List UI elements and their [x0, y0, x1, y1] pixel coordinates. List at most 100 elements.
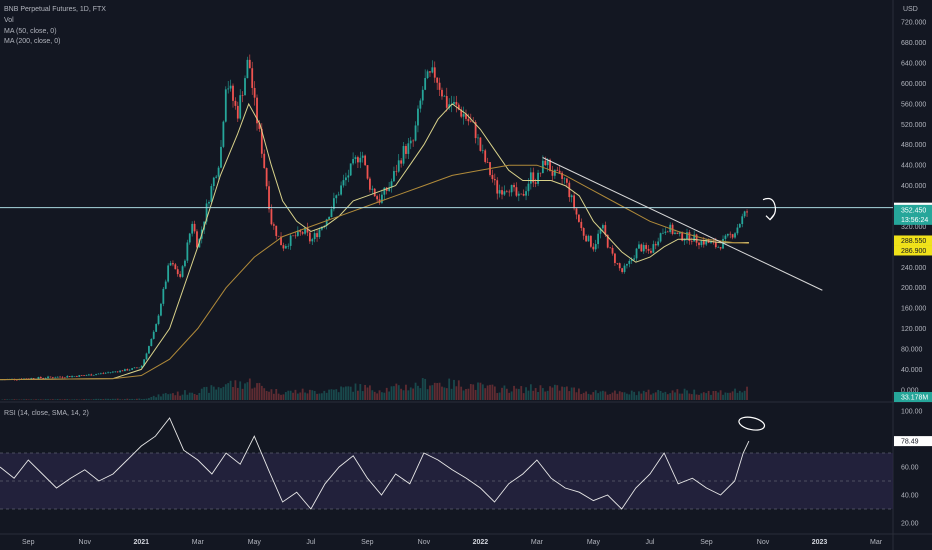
volume-bar — [111, 398, 114, 400]
candle-body — [301, 232, 304, 234]
volume-bar — [51, 399, 54, 400]
ma50-tag-bg — [894, 235, 932, 246]
volume-bar — [128, 398, 131, 400]
candle-body — [109, 372, 112, 373]
volume-bar — [563, 387, 566, 400]
candle-body — [532, 172, 535, 183]
volume-bar — [469, 384, 472, 400]
candle-body — [486, 161, 489, 163]
candle-body — [597, 233, 600, 245]
volume-bar — [54, 399, 57, 400]
candle-body — [239, 95, 242, 119]
time-tick-label: Nov — [757, 539, 770, 546]
volume-bar — [426, 389, 429, 400]
last-price-tag: 352.450 — [901, 207, 926, 214]
volume-bar — [599, 391, 602, 400]
candle-body — [371, 188, 374, 190]
candle-body — [546, 159, 549, 166]
volume-bar — [568, 391, 571, 400]
rsi-tick-label: 40.00 — [901, 493, 919, 500]
candle-body — [443, 96, 446, 97]
candle-body — [208, 202, 210, 204]
volume-bar — [417, 385, 419, 400]
volume-bar — [357, 390, 359, 400]
volume-bar — [316, 393, 318, 400]
volume-bar — [222, 386, 225, 400]
ma50-line — [0, 102, 749, 381]
volume-bar — [162, 393, 165, 400]
ma200-tag: 286.900 — [901, 248, 926, 255]
volume-bar — [635, 395, 638, 400]
candle-body — [705, 239, 708, 245]
volume-bar — [467, 388, 470, 400]
volume-bar — [203, 387, 206, 400]
volume-bar — [438, 382, 441, 400]
volume-bar — [662, 392, 664, 400]
time-tick-label: Sep — [22, 539, 35, 546]
candle-body — [210, 186, 213, 203]
volume-bar — [712, 391, 715, 400]
volume-tag: 33.178M — [901, 395, 928, 402]
candle-body — [193, 223, 196, 232]
volume-bar — [409, 387, 412, 400]
candle-body — [83, 375, 85, 377]
candle-body — [455, 101, 458, 105]
volume-bar — [323, 390, 326, 400]
candle-body — [702, 241, 705, 245]
candle-body — [277, 235, 280, 237]
volume-bar — [30, 399, 33, 400]
volume-bar — [606, 394, 609, 400]
volume-bar — [385, 387, 388, 400]
candle-body — [32, 378, 35, 380]
volume-bar — [263, 388, 266, 400]
candle-body — [604, 225, 607, 235]
volume-bar — [136, 398, 138, 400]
volume-bar — [268, 391, 270, 400]
volume-bar — [124, 399, 126, 400]
candle-body — [222, 121, 225, 147]
volume-bar — [75, 399, 78, 400]
volume-bar — [746, 386, 748, 400]
volume-bar — [702, 392, 705, 400]
price-tick-label: 720.000 — [901, 20, 926, 27]
candle-body — [517, 193, 520, 196]
volume-bar — [313, 390, 316, 400]
volume-bar — [537, 391, 539, 400]
volume-bars — [1, 378, 748, 400]
candle-body — [289, 235, 292, 246]
candle-body — [640, 244, 643, 252]
volume-bar — [717, 392, 720, 400]
candle-body — [268, 186, 270, 210]
volume-bar — [217, 387, 220, 400]
volume-bar — [515, 388, 518, 400]
volume-bar — [155, 397, 158, 400]
candle-body — [150, 338, 153, 347]
volume-bar — [556, 385, 559, 400]
candle-body — [496, 180, 499, 194]
volume-bar — [529, 384, 532, 400]
volume-bar — [676, 389, 679, 400]
volume-bar — [602, 390, 604, 400]
volume-bar — [388, 391, 391, 400]
candle-body — [357, 157, 359, 163]
candle-body — [664, 231, 667, 233]
candle-body — [592, 246, 595, 250]
candle-body — [693, 234, 696, 242]
volume-bar — [248, 378, 251, 400]
volume-bar — [272, 393, 275, 400]
volume-bar — [590, 394, 592, 400]
volume-bar — [558, 390, 561, 400]
volume-bar — [734, 388, 736, 400]
volume-bar — [239, 381, 242, 400]
candle-body — [722, 238, 724, 249]
volume-bar — [565, 386, 568, 400]
volume-bar — [335, 389, 338, 400]
candle-body — [121, 370, 124, 372]
candle-body — [308, 232, 311, 242]
volume-bar — [698, 394, 700, 400]
candle-body — [626, 263, 628, 266]
candle-body — [205, 203, 208, 222]
candle-body — [513, 184, 515, 188]
candle-body — [501, 190, 503, 195]
